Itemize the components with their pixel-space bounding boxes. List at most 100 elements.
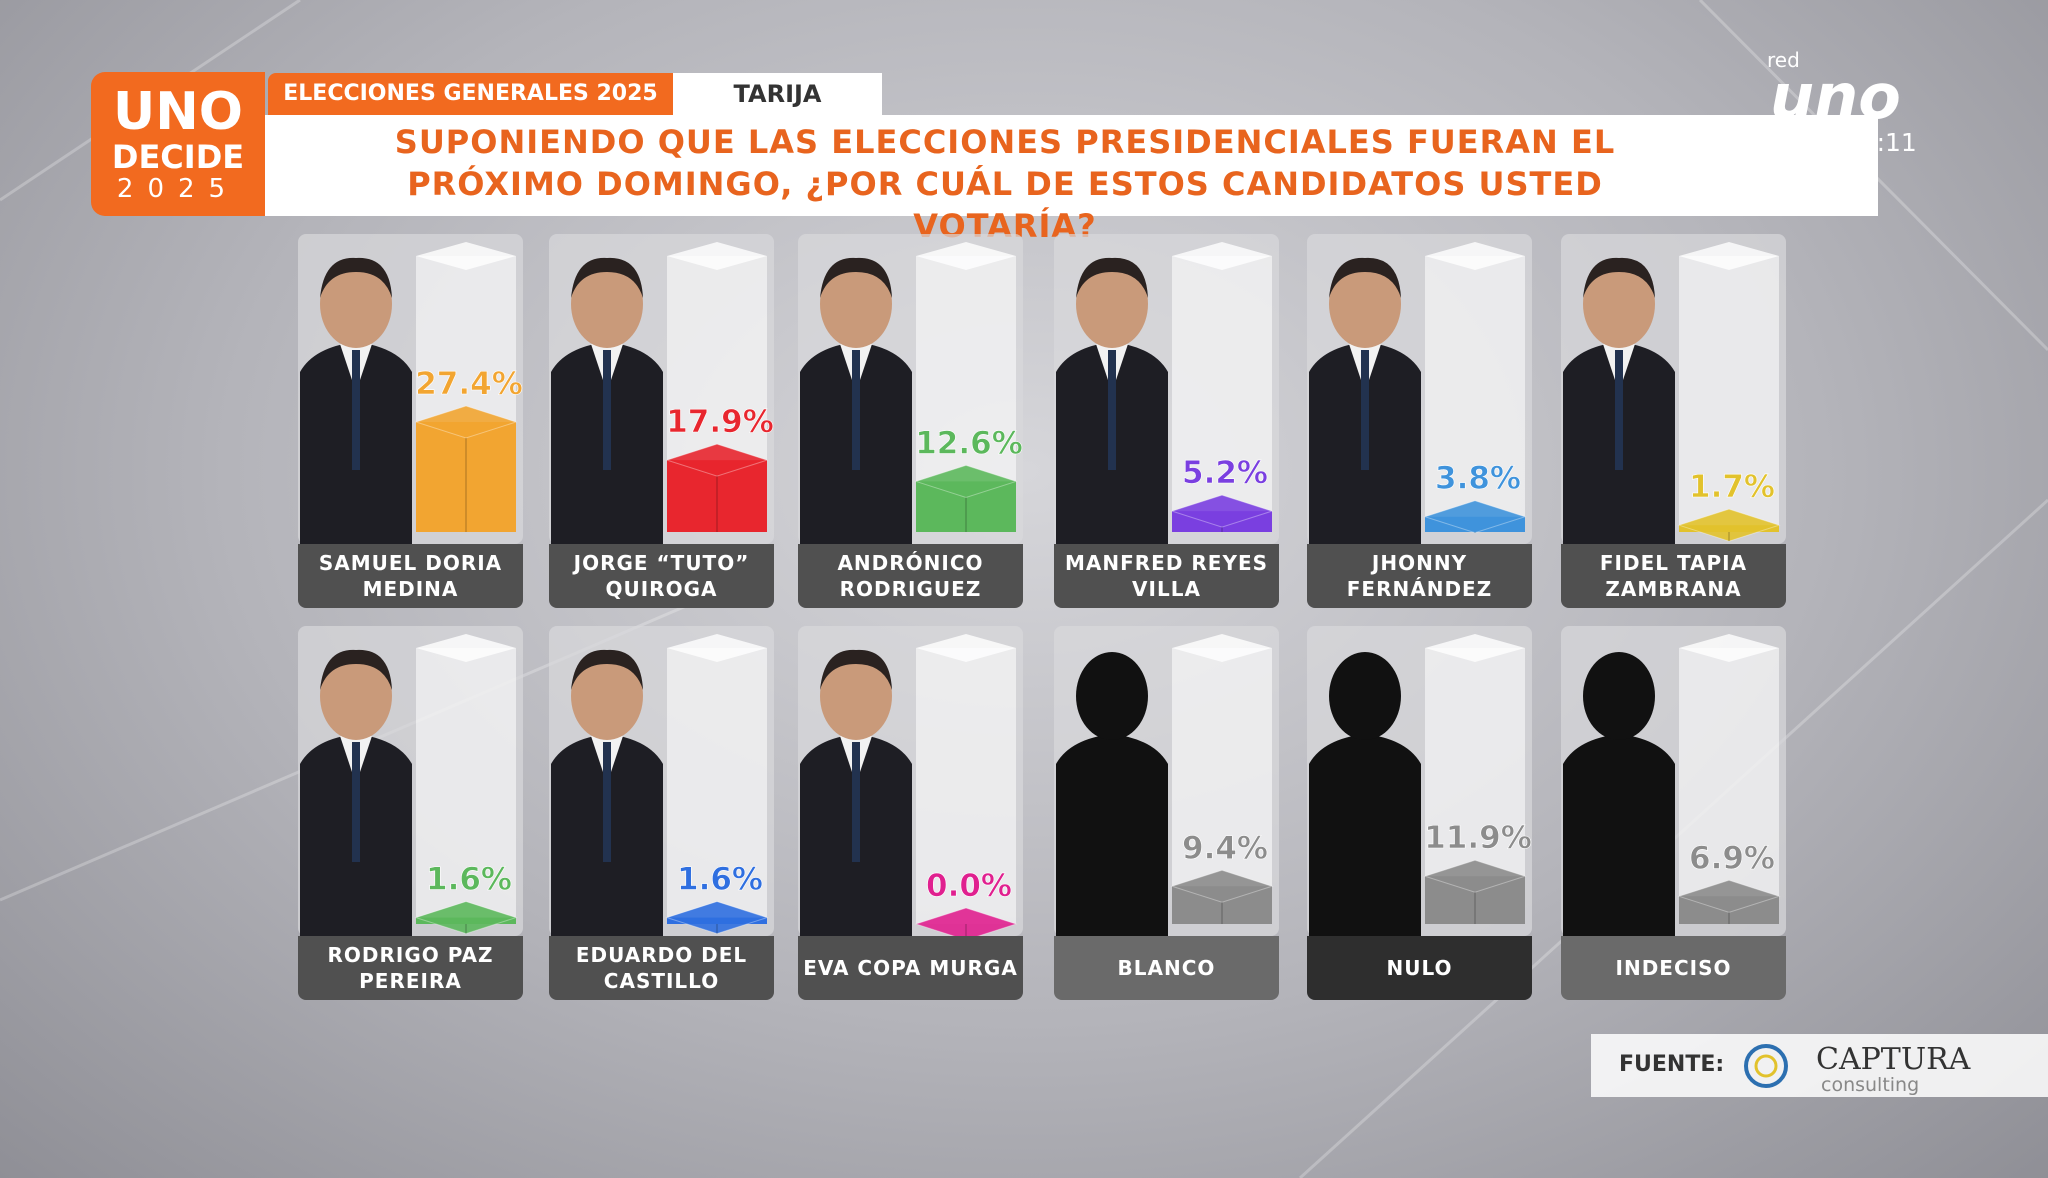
candidate-name: JORGE “TUTO” QUIROGA [549, 544, 774, 608]
person-head [820, 652, 892, 740]
candidate-card: 6.9% INDECISO [1557, 624, 1790, 1004]
person-tie [852, 350, 860, 470]
person-head [571, 260, 643, 348]
glass-top [667, 242, 767, 270]
candidate-name: MANFRED REYES VILLA [1054, 544, 1279, 608]
glass-top [1172, 242, 1272, 270]
logo-line: 2025 [116, 174, 240, 204]
person-tie [1615, 350, 1623, 470]
candidate-name: JHONNY FERNÁNDEZ [1307, 544, 1532, 608]
source-box: FUENTE: CAPTURA consulting [1591, 1034, 2048, 1097]
person-tie [1361, 350, 1369, 470]
bar-top [665, 443, 769, 477]
glass-top [1425, 634, 1525, 662]
value-label: 1.7% [1689, 469, 1775, 505]
person-tie [852, 742, 860, 862]
value-label: 0.0% [926, 868, 1012, 904]
tag: ELECCIONES GENERALES 2025 [268, 73, 673, 115]
person-head [1583, 260, 1655, 348]
bar-top [414, 901, 518, 935]
person-head [1583, 652, 1655, 740]
logo-line: UNO [113, 82, 243, 142]
source-label: FUENTE: [1619, 1052, 1725, 1077]
candidate-name: EVA COPA MURGA [798, 936, 1023, 1000]
bar-top [1423, 859, 1527, 893]
value-label: 11.9% [1424, 820, 1532, 856]
bar-top [1170, 494, 1274, 528]
source-name: CAPTURA [1816, 1042, 1971, 1077]
candidate-name: NULO [1307, 936, 1532, 1000]
candidate-name: EDUARDO DEL CASTILLO [549, 936, 774, 1000]
card-graphic: 3.8% [1307, 234, 1532, 544]
person-hair [571, 257, 643, 298]
region: TARIJA [673, 73, 882, 115]
person-head [1329, 260, 1401, 348]
glass-top [667, 634, 767, 662]
glass-column [916, 648, 1016, 924]
card-graphic: 12.6% [798, 234, 1023, 544]
person-hair [571, 649, 643, 690]
bar-top [1677, 508, 1781, 542]
candidate-card: 1.6% EDUARDO DEL CASTILLO [545, 624, 778, 1004]
glass-top [1679, 242, 1779, 270]
glass-top [416, 242, 516, 270]
person-tie [352, 350, 360, 470]
glass-column [1679, 256, 1779, 532]
person-head [320, 652, 392, 740]
glass-top [916, 634, 1016, 662]
source-icon [1744, 1044, 1788, 1088]
person-hair [320, 257, 392, 298]
glass-column [416, 648, 516, 924]
person-body [1563, 734, 1675, 936]
person-head [571, 652, 643, 740]
card-graphic: 9.4% [1054, 626, 1279, 936]
person-head [320, 260, 392, 348]
candidate-card: 3.8% JHONNY FERNÁNDEZ [1303, 232, 1536, 612]
bar-top [1170, 869, 1274, 903]
person-hair [820, 257, 892, 298]
value-label: 5.2% [1182, 455, 1268, 491]
candidate-card: 9.4% BLANCO [1050, 624, 1283, 1004]
person-head [1076, 260, 1148, 348]
glass-column [1679, 648, 1779, 924]
bar-top [1423, 500, 1527, 534]
glass-top [1425, 242, 1525, 270]
candidate-card: 17.9% JORGE “TUTO” QUIROGA [545, 232, 778, 612]
card-graphic: 6.9% [1561, 626, 1786, 936]
person-hair [1329, 257, 1401, 298]
card-graphic: 1.6% [298, 626, 523, 936]
glass-top [916, 242, 1016, 270]
person-tie [352, 742, 360, 862]
candidate-name: SAMUEL DORIA MEDINA [298, 544, 523, 608]
person-hair [1583, 257, 1655, 298]
glass-top [1172, 634, 1272, 662]
person-head [1076, 652, 1148, 740]
glass-column [1425, 256, 1525, 532]
person-hair [320, 649, 392, 690]
card-graphic: 1.6% [549, 626, 774, 936]
person-tie [603, 742, 611, 862]
card-graphic: 17.9% [549, 234, 774, 544]
card-graphic: 11.9% [1307, 626, 1532, 936]
card-graphic: 5.2% [1054, 234, 1279, 544]
bar [416, 422, 516, 532]
value-label: 1.6% [426, 862, 512, 898]
card-graphic: 1.7% [1561, 234, 1786, 544]
candidate-name: BLANCO [1054, 936, 1279, 1000]
candidate-card: 27.4% SAMUEL DORIA MEDINA [294, 232, 527, 612]
source-sub: consulting [1821, 1074, 1920, 1096]
person-body [1056, 734, 1168, 936]
person-body [1309, 734, 1421, 936]
bar-top [914, 907, 1018, 936]
logo-line: DECIDE [111, 138, 245, 176]
candidate-name: INDECISO [1561, 936, 1786, 1000]
value-label: 27.4% [415, 366, 523, 402]
channel-name: uno [1770, 60, 1901, 133]
value-label: 9.4% [1182, 830, 1268, 866]
bar-top [1677, 879, 1781, 913]
candidate-card: 11.9% NULO [1303, 624, 1536, 1004]
candidate-card: 5.2% MANFRED REYES VILLA [1050, 232, 1283, 612]
person-head [820, 260, 892, 348]
person-hair [820, 649, 892, 690]
